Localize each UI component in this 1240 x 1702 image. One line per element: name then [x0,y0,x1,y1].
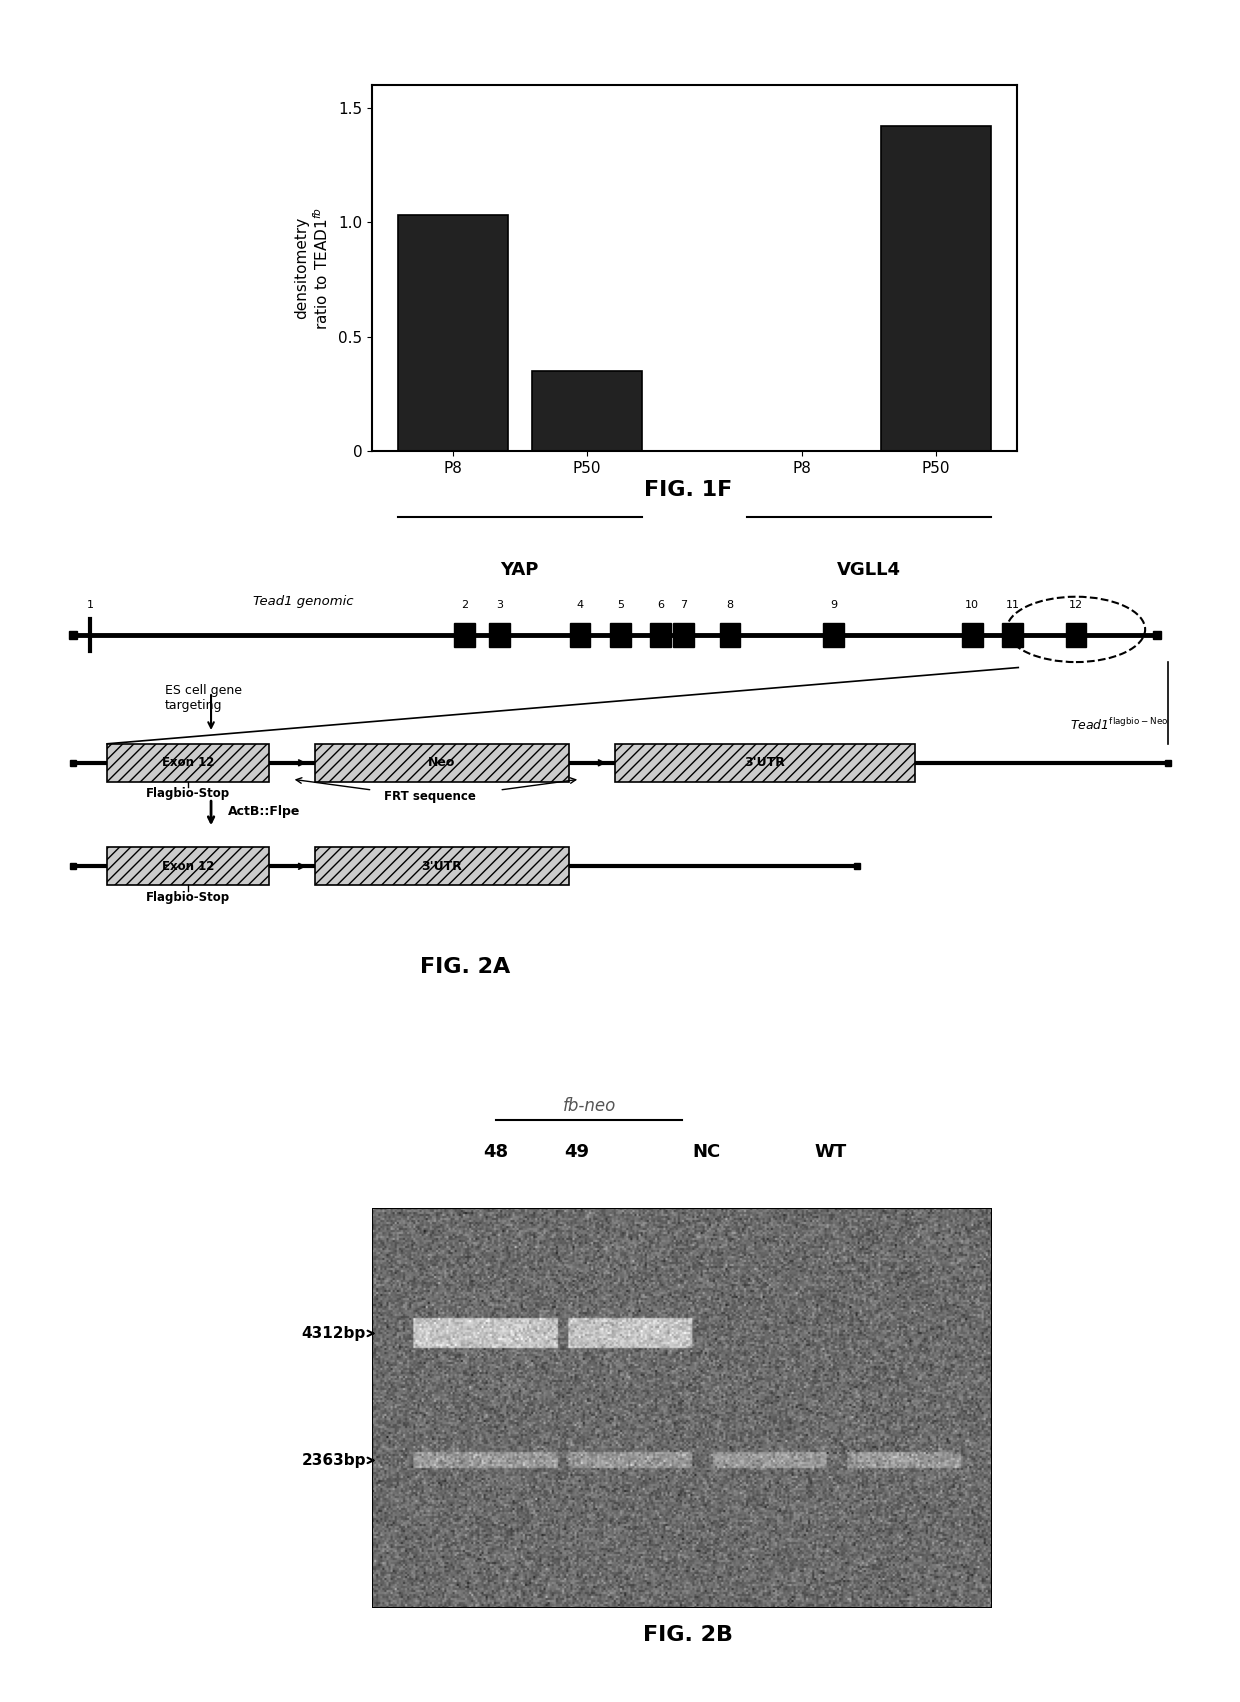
Text: 1: 1 [87,601,93,611]
Text: Exon 12: Exon 12 [161,860,215,873]
Bar [398,216,507,451]
Text: fb-neo: fb-neo [563,1096,615,1115]
Bar [108,744,269,781]
Bar [882,126,991,451]
Text: 3: 3 [496,601,503,611]
Text: 2: 2 [461,601,469,611]
Text: YAP: YAP [501,562,539,579]
Y-axis label: densitometry
ratio to TEAD1$^{fb}$: densitometry ratio to TEAD1$^{fb}$ [294,206,331,330]
Text: 10: 10 [965,601,980,611]
Bar [569,623,590,647]
Text: 2363bp: 2363bp [301,1454,366,1467]
Bar [1002,623,1023,647]
Text: 49: 49 [564,1142,589,1161]
Bar [615,744,915,781]
Bar [108,848,269,885]
Text: 48: 48 [484,1142,508,1161]
Text: 4312bp: 4312bp [301,1326,366,1341]
Bar [719,623,740,647]
Text: 4: 4 [577,601,584,611]
Text: 6: 6 [657,601,665,611]
Bar [315,848,569,885]
Text: Neo: Neo [428,756,455,769]
Text: WT: WT [815,1142,847,1161]
Text: ES cell gene
targeting: ES cell gene targeting [165,684,242,711]
Text: 3'UTR: 3'UTR [744,756,785,769]
Bar [489,623,510,647]
Text: FIG. 2B: FIG. 2B [644,1625,733,1646]
Text: Flagbio-Stop: Flagbio-Stop [146,890,231,904]
Text: 11: 11 [1006,601,1019,611]
Text: ActB::Flpe: ActB::Flpe [228,805,301,819]
Bar [823,623,844,647]
Text: 7: 7 [681,601,687,611]
Bar [651,623,671,647]
Text: 9: 9 [831,601,837,611]
Text: VGLL4: VGLL4 [837,562,901,579]
Bar [610,623,631,647]
Text: Tead1$^{\rm flagbio-Neo}$: Tead1$^{\rm flagbio-Neo}$ [1070,717,1168,734]
Text: Tead1 genomic: Tead1 genomic [253,594,353,608]
Bar [1065,623,1086,647]
Text: FRT sequence: FRT sequence [384,790,476,803]
Text: Exon 12: Exon 12 [161,756,215,769]
Bar [315,744,569,781]
Text: 5: 5 [618,601,624,611]
Text: Flagbio-Stop: Flagbio-Stop [146,788,231,800]
Bar [532,371,642,451]
Bar [673,623,694,647]
Text: FIG. 1F: FIG. 1F [644,480,733,500]
Text: FIG. 2A: FIG. 2A [419,957,510,977]
Bar [962,623,982,647]
Text: 12: 12 [1069,601,1083,611]
Text: 8: 8 [727,601,734,611]
Bar [454,623,475,647]
Text: NC: NC [693,1142,720,1161]
Text: 3'UTR: 3'UTR [422,860,463,873]
